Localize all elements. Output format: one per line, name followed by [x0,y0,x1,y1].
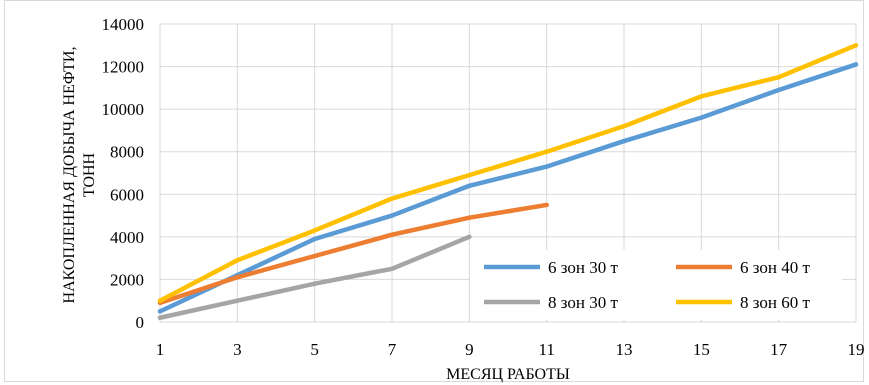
x-tick-label: 15 [693,340,710,359]
legend-label: 8 зон 60 т [740,293,810,312]
data-point [312,253,317,259]
data-point [235,298,240,303]
x-tick-label: 3 [233,340,242,359]
series-line [157,62,859,314]
data-point [312,281,317,286]
data-point [621,123,627,129]
y-axis-title-line2: ТОНН [81,152,98,197]
legend-background [470,250,842,320]
data-point [544,202,549,208]
data-point [776,87,781,93]
data-point [544,149,549,154]
y-tick-label: 14000 [102,15,145,34]
y-tick-label: 12000 [102,58,145,77]
x-axis-ticks: 1 3 5 7 9 11 13 15 17 19 [156,340,865,359]
gridlines [159,23,857,323]
y-tick-label: 10000 [102,100,145,119]
data-point [621,138,627,144]
x-tick-label: 13 [616,340,633,359]
data-point [467,215,472,220]
y-tick-label: 6000 [110,185,144,204]
x-tick-label: 17 [770,340,788,359]
data-point [235,275,240,280]
data-point [312,228,317,233]
y-tick-label: 8000 [110,143,144,162]
series-1 [157,62,859,314]
data-point [544,164,549,169]
data-point [467,234,472,240]
data-point [699,94,704,99]
x-tick-label: 11 [538,340,554,359]
series-3 [157,234,472,320]
data-point [853,62,859,67]
data-point [389,196,395,201]
data-point [853,43,859,48]
y-axis-title-line1: НАКОПЛЕННАЯ ДОБЫЧА НЕФТИ, [61,47,78,304]
legend: 6 зон 30 т 6 зон 40 т 8 зон 30 т 8 зон 60 т [470,250,842,320]
data-point [389,266,395,271]
series-4 [157,43,859,303]
data-point [312,236,317,242]
y-tick-label: 0 [136,313,145,332]
y-tick-label: 4000 [110,228,144,247]
data-point [157,315,163,320]
x-tick-label: 5 [310,340,319,359]
x-axis-title: МЕСЯЦ РАБОТЫ [446,366,570,383]
data-point [235,258,240,263]
data-point [157,298,163,303]
legend-item: 8 зон 30 т [484,293,618,312]
data-point [157,309,163,314]
data-point [699,115,704,120]
y-tick-label: 2000 [110,270,144,289]
x-tick-label: 9 [465,340,474,359]
x-tick-label: 7 [388,340,397,359]
data-point [389,213,395,218]
x-tick-label: 19 [848,340,865,359]
series-line [157,202,549,306]
series-layer [157,43,859,320]
data-point [467,172,472,178]
data-point [467,183,472,188]
legend-label: 8 зон 30 т [548,293,618,312]
y-axis-ticks: 0 2000 4000 6000 8000 10000 12000 14000 [102,15,145,332]
legend-item: 6 зон 40 т [676,258,810,277]
data-point [776,75,781,80]
series-line [157,43,859,303]
x-tick-label: 1 [156,340,165,359]
legend-item: 8 зон 60 т [676,293,810,312]
data-point [389,232,395,237]
legend-label: 6 зон 40 т [740,258,810,277]
legend-item: 6 зон 30 т [484,258,618,277]
legend-label: 6 зон 30 т [548,258,618,277]
